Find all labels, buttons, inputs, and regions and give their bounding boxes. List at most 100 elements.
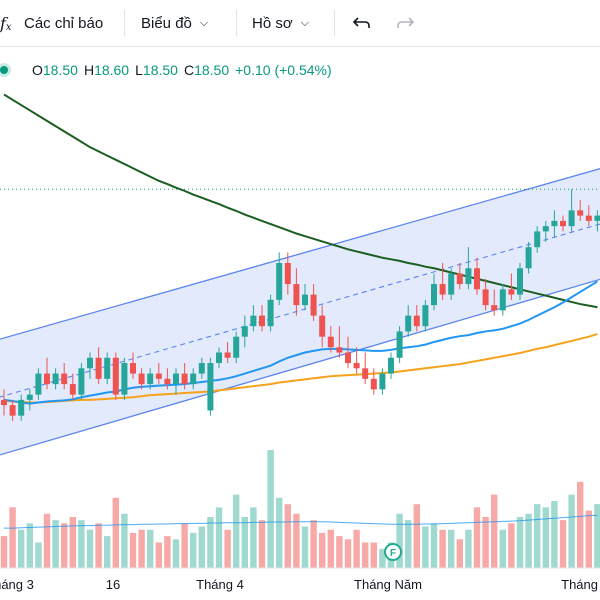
- channel-lower-line: [0, 278, 600, 456]
- volume-bar: [198, 526, 205, 568]
- candle-body: [422, 305, 429, 327]
- candle-body: [474, 268, 480, 290]
- profile-label: Hồ sơ: [252, 14, 293, 32]
- open-label: O: [32, 62, 43, 78]
- parallel-channel[interactable]: [0, 163, 600, 458]
- high-value: 18.60: [94, 62, 130, 78]
- volume-bar: [310, 520, 317, 568]
- volume-bar: [577, 481, 584, 568]
- volume-bar: [69, 516, 76, 568]
- change-value: +0.10 (+0.54%): [235, 62, 332, 78]
- volume-bar: [439, 529, 446, 568]
- candle-body: [112, 357, 119, 395]
- volume-bar: [413, 504, 420, 568]
- candle-body: [396, 331, 403, 358]
- volume-bar: [551, 501, 558, 568]
- candle-body: [181, 373, 188, 385]
- volume-bar: [95, 523, 102, 568]
- event-marker-circle: [384, 543, 402, 561]
- volume-bar: [516, 516, 524, 568]
- volume-bar: [379, 548, 386, 568]
- candle-body: [61, 373, 68, 385]
- candle-body: [198, 363, 205, 374]
- volume-bar: [121, 513, 128, 568]
- open-value: 18.50: [42, 62, 78, 78]
- candle-body: [9, 405, 16, 416]
- volume-bar: [284, 504, 291, 568]
- volume-bar: [190, 532, 197, 568]
- volume-bar: [86, 529, 94, 568]
- volume-bar: [276, 497, 283, 568]
- candle-body: [448, 273, 455, 295]
- redo-button[interactable]: [395, 0, 415, 46]
- volume-bar: [138, 529, 145, 568]
- volume-bar: [267, 449, 274, 568]
- toolbar-divider: [236, 10, 237, 36]
- volume-bar: [448, 529, 455, 568]
- candle-body: [413, 315, 420, 327]
- toolbar-divider: [124, 10, 125, 36]
- candle-body: [155, 373, 162, 379]
- indicators-button[interactable]: Các chỉ báo: [24, 0, 103, 46]
- candle-body: [551, 220, 558, 227]
- volume-bar: [585, 510, 592, 568]
- candle-body: [560, 220, 566, 227]
- volume-bar: [542, 507, 549, 568]
- candle-body: [87, 357, 93, 369]
- candle-body: [104, 357, 111, 379]
- candle-body: [310, 294, 317, 316]
- candle-body: [353, 363, 360, 369]
- volume-bar: [594, 504, 600, 568]
- candle-body: [439, 284, 446, 295]
- volume-bar: [396, 513, 403, 568]
- volume-bar: [78, 520, 85, 568]
- volume-bar: [568, 494, 575, 568]
- x-tick-label: Tháng Năm: [354, 577, 422, 592]
- chart-label: Biểu đồ: [141, 14, 192, 32]
- volume-bar: [353, 529, 360, 568]
- candle-body: [147, 373, 154, 385]
- candles: [1, 189, 600, 421]
- volume-bar: [104, 536, 111, 568]
- candle-body: [327, 336, 334, 348]
- undo-button[interactable]: [352, 0, 372, 46]
- ma-mid-line: [3, 333, 598, 404]
- channel-fill: [0, 168, 600, 455]
- volume-bar: [430, 523, 438, 568]
- volume-bar: [164, 536, 171, 568]
- chart-button[interactable]: Biểu đồ ⌵: [141, 0, 208, 46]
- candle-body: [499, 289, 506, 311]
- redo-icon: [397, 17, 415, 28]
- x-tick-label: 16: [106, 577, 120, 592]
- candle-body: [18, 399, 25, 416]
- candle-body: [250, 315, 257, 327]
- volume-bar: [215, 507, 223, 568]
- candle-body: [164, 378, 171, 385]
- volume-bar: [491, 494, 498, 568]
- candle-body: [517, 268, 523, 295]
- candle-body: [577, 210, 584, 216]
- candle-body: [52, 373, 59, 385]
- volume-bar: [35, 542, 42, 568]
- high-label: H: [83, 62, 95, 78]
- volume-bar: [456, 539, 463, 568]
- candle-body: [233, 336, 240, 358]
- price-chart[interactable]: Tháng 3 16 Tháng 4 Tháng Năm Tháng 6 F: [0, 46, 600, 600]
- candle-body: [482, 289, 489, 306]
- volume-bar: [525, 513, 532, 568]
- x-tick-label: Tháng 3: [0, 577, 34, 592]
- volume-bar: [559, 520, 567, 568]
- candle-body: [69, 384, 76, 395]
- candle-body: [362, 368, 369, 379]
- volume-bar: [147, 529, 154, 568]
- volume-bar: [344, 539, 352, 568]
- low-value: 18.50: [142, 62, 178, 78]
- profile-button[interactable]: Hồ sơ ⌵: [252, 0, 309, 46]
- candle-body: [224, 352, 231, 358]
- volume-bar: [362, 542, 369, 568]
- volume-bar: [172, 539, 180, 568]
- close-label: C: [183, 62, 195, 78]
- candle-body: [508, 289, 515, 295]
